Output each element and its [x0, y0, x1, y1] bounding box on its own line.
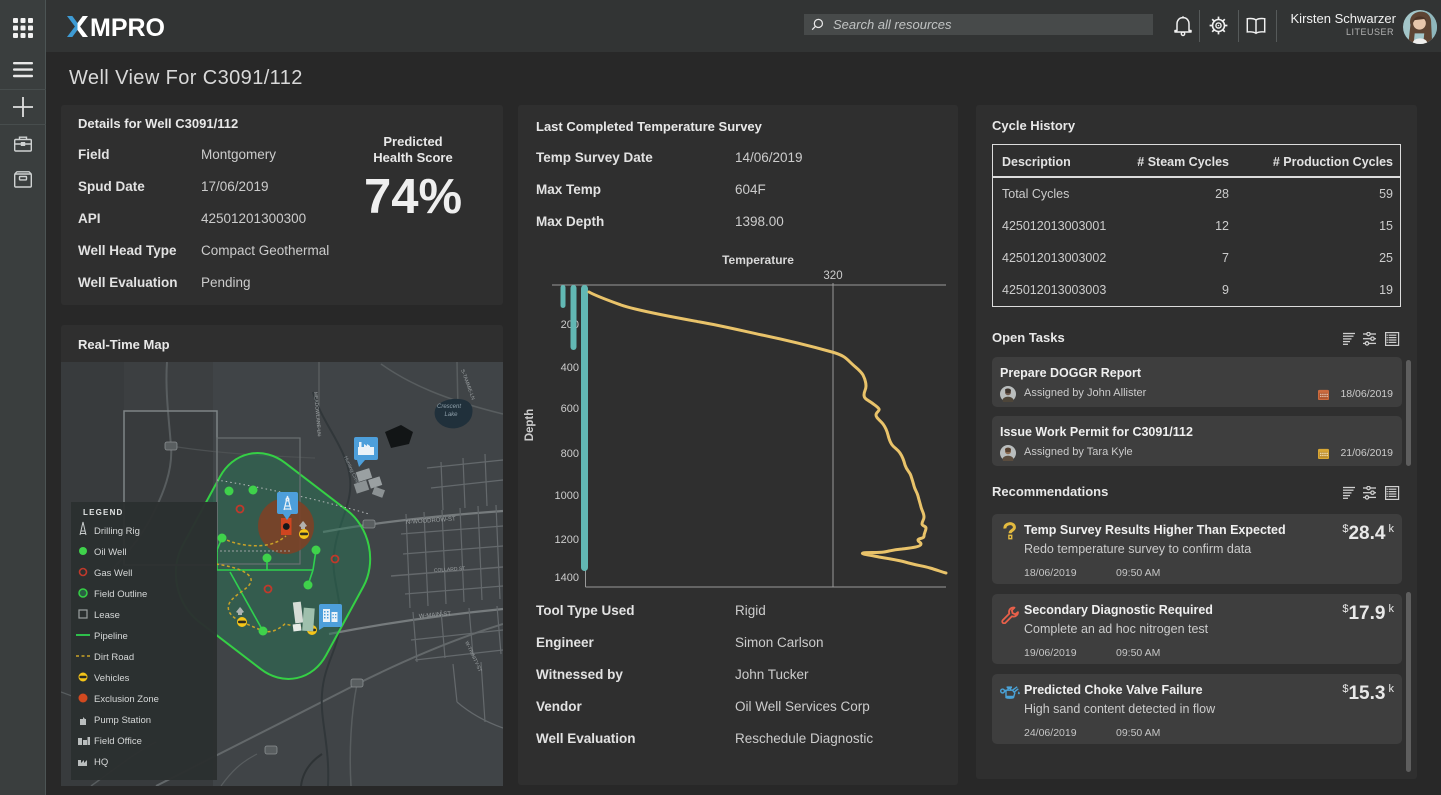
svg-text:MEADOWLANE-LN: MEADOWLANE-LN: [312, 392, 322, 437]
svg-text:HQ: HQ: [94, 757, 108, 768]
svg-text:Depth: Depth: [524, 409, 536, 442]
svg-text:Field Office: Field Office: [94, 736, 142, 747]
svg-text:Dirt Road: Dirt Road: [94, 652, 134, 663]
svg-text:Exclusion Zone: Exclusion Zone: [94, 694, 159, 705]
svg-text:N-WOODROW-ST: N-WOODROW-ST: [406, 517, 457, 526]
svg-text:1200: 1200: [555, 534, 579, 546]
svg-text:1400: 1400: [555, 572, 579, 584]
svg-text:800: 800: [561, 448, 579, 460]
svg-text:Oil Well: Oil Well: [94, 547, 127, 558]
svg-text:Temperature: Temperature: [722, 253, 794, 267]
svg-text:Vehicles: Vehicles: [94, 673, 130, 684]
svg-text:W-MAIN-ST: W-MAIN-ST: [419, 611, 452, 620]
svg-text:320: 320: [823, 270, 842, 282]
svg-text:COLLARD ST: COLLARD ST: [434, 566, 466, 574]
svg-text:Crescent: Crescent: [437, 404, 461, 410]
svg-text:Gas Well: Gas Well: [94, 568, 132, 579]
svg-text:Drilling Rig: Drilling Rig: [94, 526, 140, 537]
svg-text:Field Outline: Field Outline: [94, 589, 147, 600]
svg-text:1000: 1000: [555, 490, 579, 502]
svg-text:LEGEND: LEGEND: [83, 508, 124, 517]
svg-text:Lease: Lease: [94, 610, 120, 621]
svg-text:400: 400: [561, 362, 579, 374]
svg-text:Pipeline: Pipeline: [94, 631, 128, 642]
svg-text:Lake: Lake: [444, 412, 458, 418]
svg-text:Pump Station: Pump Station: [94, 715, 151, 726]
svg-text:600: 600: [561, 403, 579, 415]
